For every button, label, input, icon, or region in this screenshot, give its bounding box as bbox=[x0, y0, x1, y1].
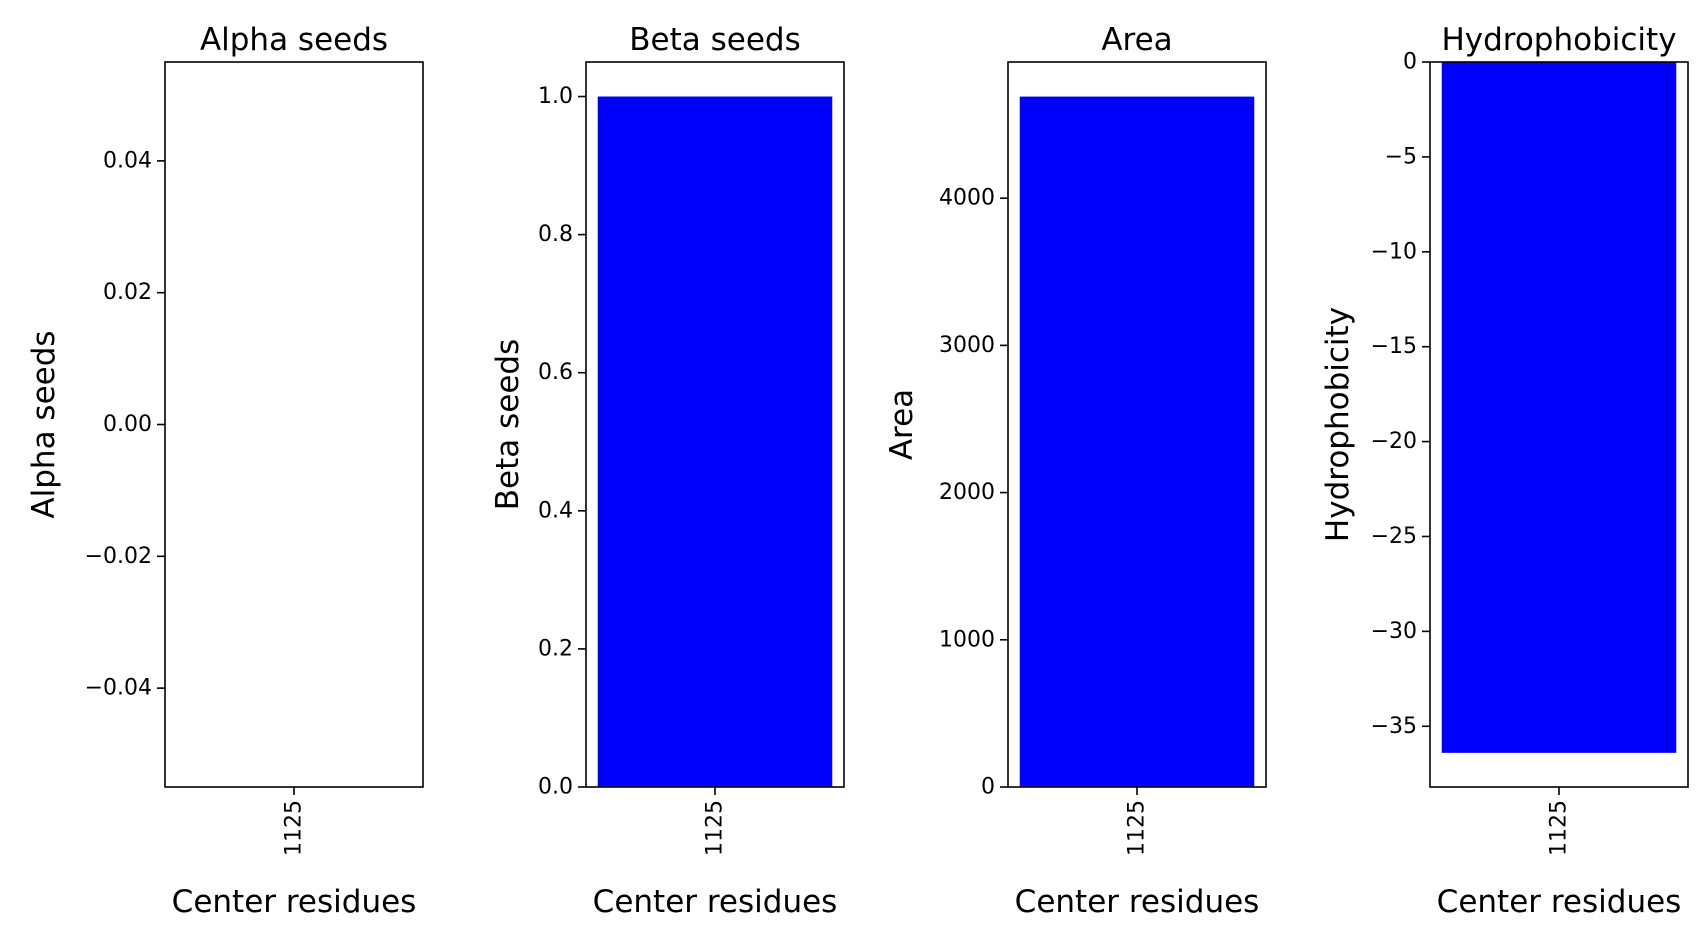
x-tick-label: 1125 bbox=[1125, 800, 1150, 856]
y-tick-label: −10 bbox=[1371, 239, 1417, 264]
y-tick-label: 0.04 bbox=[103, 148, 152, 173]
x-tick-label: 1125 bbox=[703, 800, 728, 856]
chart-title: Beta seeds bbox=[629, 22, 800, 58]
y-tick-label: 0 bbox=[1403, 50, 1417, 75]
y-tick-label: −0.04 bbox=[85, 676, 152, 701]
y-axis-label: Area bbox=[884, 389, 920, 460]
y-tick-label: 2000 bbox=[939, 480, 995, 505]
y-tick-label: −0.02 bbox=[85, 544, 152, 569]
chart-title: Alpha seeds bbox=[200, 22, 388, 58]
y-axis-label: Hydrophobicity bbox=[1320, 307, 1356, 542]
x-axis-label: Center residues bbox=[172, 884, 417, 920]
y-tick-label: 0.00 bbox=[103, 412, 152, 437]
bar-1125 bbox=[1019, 96, 1255, 787]
y-tick-label: 0 bbox=[981, 775, 995, 800]
y-tick-label: −25 bbox=[1371, 524, 1417, 549]
x-axis-label: Center residues bbox=[1015, 884, 1260, 920]
chart-title: Area bbox=[1101, 22, 1172, 58]
y-tick-label: 4000 bbox=[939, 186, 995, 211]
y-tick-label: 0.0 bbox=[538, 775, 573, 800]
y-tick-label: 0.8 bbox=[538, 222, 573, 247]
y-tick-label: −20 bbox=[1371, 429, 1417, 454]
y-tick-label: 0.4 bbox=[538, 498, 573, 523]
y-axis-label: Alpha seeds bbox=[26, 330, 62, 518]
y-tick-label: 1000 bbox=[939, 627, 995, 652]
x-axis-label: Center residues bbox=[593, 884, 838, 920]
y-tick-label: 0.2 bbox=[538, 636, 573, 661]
y-tick-label: 3000 bbox=[939, 333, 995, 358]
bar-1125 bbox=[1441, 62, 1677, 753]
y-tick-label: −30 bbox=[1371, 619, 1417, 644]
y-tick-label: 1.0 bbox=[538, 84, 573, 109]
y-tick-label: 0.6 bbox=[538, 360, 573, 385]
y-tick-label: −5 bbox=[1385, 144, 1417, 169]
chart-title: Hydrophobicity bbox=[1441, 22, 1676, 58]
bar-1125 bbox=[597, 96, 833, 788]
y-tick-label: −35 bbox=[1371, 714, 1417, 739]
x-tick-label: 1125 bbox=[1547, 800, 1572, 856]
x-tick-label: 1125 bbox=[282, 800, 307, 856]
y-tick-label: 0.02 bbox=[103, 280, 152, 305]
axes-frame bbox=[164, 61, 424, 788]
y-axis-label: Beta seeds bbox=[490, 339, 526, 510]
y-tick-label: −15 bbox=[1371, 334, 1417, 359]
x-axis-label: Center residues bbox=[1437, 884, 1682, 920]
